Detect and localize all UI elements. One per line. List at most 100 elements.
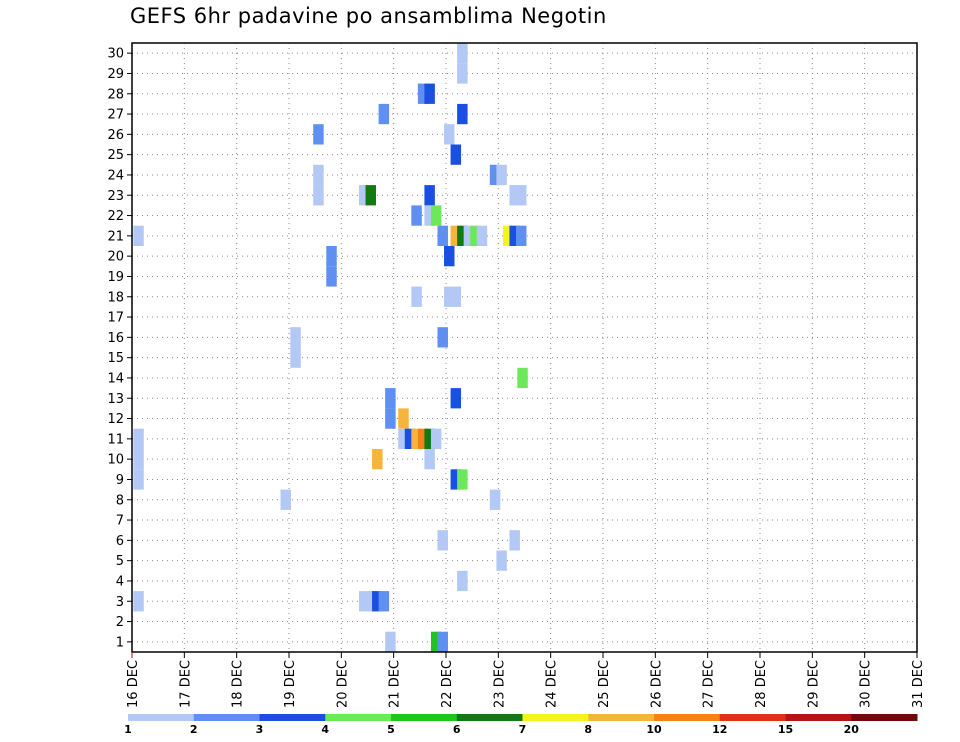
heatmap-cell [517, 367, 528, 389]
colorbar-legend: 1 2 3 4 5 6 7 8 10 12 15 20 [124, 714, 918, 736]
heatmap-cell [385, 631, 396, 652]
heatmap-cell [437, 327, 448, 348]
x-tick-label: 30 DEC [859, 660, 874, 708]
colorbar-label: 10 [646, 723, 662, 736]
heatmap-cell [489, 164, 501, 186]
heatmap-cell [133, 449, 144, 470]
x-tick-label: 27 DEC [702, 660, 717, 708]
heatmap-cell [509, 225, 520, 246]
y-tick-label: 14 [107, 371, 124, 386]
heatmap-cell [437, 631, 448, 652]
heatmap-cell [411, 428, 422, 449]
heatmap-cell [450, 469, 462, 490]
heatmap-cell [280, 489, 291, 510]
x-tick-label: 20 DEC [335, 660, 350, 708]
colorbar-swatch [719, 714, 786, 721]
y-tick-label: 13 [107, 392, 124, 407]
y-tick-label: 18 [107, 290, 124, 305]
x-tick-label: 25 DEC [597, 660, 612, 708]
colorbar-swatch [325, 714, 392, 721]
colorbar-label: 12 [712, 723, 727, 736]
heatmap-cell [365, 185, 377, 206]
heatmap-cell [496, 550, 507, 571]
y-tick-label: 5 [116, 554, 124, 569]
y-tick-label: 15 [107, 351, 124, 366]
x-tick-label: 23 DEC [492, 660, 507, 708]
heatmap-cell [290, 347, 301, 368]
colorbar-swatch [193, 714, 260, 721]
y-tick-label: 8 [116, 493, 124, 508]
heatmap-cell [463, 225, 475, 246]
y-tick-label: 19 [107, 270, 124, 285]
heatmap-cell [398, 428, 409, 449]
heatmap-cell [444, 246, 455, 267]
colorbar-swatch [128, 714, 195, 721]
y-tick-label: 24 [107, 168, 124, 183]
x-axis: 16 DEC 17 DEC 18 DEC 19 DEC 20 DEC 21 DEC 22 D… [126, 652, 926, 708]
x-tick-label: 18 DEC [231, 660, 246, 708]
heatmap-cell [385, 388, 396, 409]
heatmap-cell [424, 428, 435, 449]
y-tick-label: 6 [116, 534, 124, 549]
heatmap-cell [430, 631, 442, 652]
y-tick-label: 17 [107, 311, 124, 326]
x-tick-label: 17 DEC [178, 660, 193, 708]
colorbar-swatch [259, 714, 326, 721]
colorbar-label: 7 [519, 723, 527, 736]
heatmap-cell [444, 286, 455, 307]
colorbar-label: 6 [453, 723, 461, 736]
colorbar-label: 2 [190, 723, 198, 736]
heatmap-cell [430, 205, 442, 226]
heatmap-cell [450, 388, 462, 409]
colorbar-swatch [654, 714, 721, 721]
x-tick-label: 29 DEC [806, 660, 821, 708]
heatmap-cell [509, 185, 520, 206]
heatmap-cell [372, 449, 383, 470]
x-tick-label: 31 DEC [911, 660, 926, 708]
heatmap-cell [133, 428, 144, 449]
heatmap-cell [326, 266, 337, 287]
y-tick-label: 30 [107, 47, 124, 62]
heatmap-cell [489, 489, 501, 510]
y-tick-label: 21 [107, 229, 124, 244]
y-tick-label: 26 [107, 128, 124, 143]
heatmap-cell [457, 103, 468, 125]
heatmap-cell [424, 185, 435, 206]
y-tick-label: 28 [107, 87, 124, 102]
heatmap-cell [411, 286, 422, 307]
heatmap-cell [457, 63, 468, 84]
y-tick-label: 7 [116, 514, 124, 529]
x-tick-label: 24 DEC [545, 660, 560, 708]
x-tick-label: 28 DEC [754, 660, 769, 708]
colorbar-label: 5 [387, 723, 395, 736]
heatmap-cell [502, 225, 514, 246]
y-axis: 1234567891011121314151617181920212223242… [107, 47, 132, 650]
colorbar-swatch [588, 714, 655, 721]
heatmap-cell [133, 469, 144, 490]
y-tick-label: 11 [107, 432, 124, 447]
y-tick-label: 9 [116, 473, 124, 488]
heatmap-cell [378, 591, 390, 612]
y-tick-label: 29 [107, 67, 124, 82]
colorbar-label: 8 [584, 723, 592, 736]
colorbar-label: 4 [321, 723, 329, 736]
heatmap-cell [424, 83, 435, 104]
heatmap-cell [417, 428, 429, 449]
x-tick-label: 19 DEC [283, 660, 298, 708]
heatmap-cell [404, 428, 416, 449]
colorbar-label: 1 [124, 723, 132, 736]
heatmap-cell [450, 286, 462, 307]
y-tick-label: 1 [116, 635, 124, 650]
heatmap-cell [457, 43, 468, 64]
heatmap-cell [372, 591, 383, 612]
colorbar-label: 20 [844, 723, 860, 736]
heatmap-cell [424, 449, 435, 470]
heatmap-cell [313, 185, 324, 206]
heatmap-cell [417, 83, 429, 104]
chart-title: GEFS 6hr padavine po ansamblima Negotin [130, 4, 607, 28]
heatmap-cell [496, 164, 507, 186]
heatmap-cell [470, 225, 481, 246]
y-tick-label: 16 [107, 331, 124, 346]
y-tick-label: 3 [116, 595, 124, 610]
